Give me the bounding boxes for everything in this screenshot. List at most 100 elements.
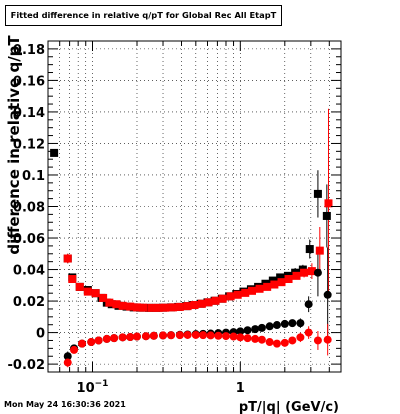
axis-ticks xyxy=(47,40,341,373)
circle-marker xyxy=(183,330,192,339)
circle-marker xyxy=(313,268,322,277)
circle-marker xyxy=(102,334,111,343)
square-marker xyxy=(50,148,59,157)
square-marker xyxy=(233,290,242,299)
circle-marker xyxy=(323,335,332,344)
square-marker xyxy=(139,303,148,312)
circle-marker xyxy=(63,358,72,367)
square-marker xyxy=(183,302,192,311)
square-marker xyxy=(284,275,293,284)
square-marker xyxy=(175,302,184,311)
error-bars xyxy=(53,108,329,368)
x-tick-label: 10−1 xyxy=(77,379,109,396)
circle-marker xyxy=(265,338,274,347)
circle-marker xyxy=(243,334,252,343)
circle-marker xyxy=(167,331,176,340)
x-axis-label: pT/|q| (GeV/c) xyxy=(239,400,339,414)
square-marker xyxy=(211,296,220,305)
square-marker xyxy=(83,287,92,296)
square-marker xyxy=(307,267,316,276)
square-marker xyxy=(190,301,199,310)
y-tick-label: 0.06 xyxy=(13,232,45,247)
circle-marker xyxy=(236,327,245,336)
square-marker xyxy=(248,286,257,295)
circle-marker xyxy=(323,290,332,299)
circle-marker xyxy=(272,339,281,348)
y-tick-label: 0.02 xyxy=(13,295,45,310)
circle-marker xyxy=(110,334,119,343)
square-marker xyxy=(315,246,324,255)
square-marker xyxy=(147,303,156,312)
y-tick-label: 0 xyxy=(36,327,45,342)
circle-marker xyxy=(265,322,274,331)
square-marker xyxy=(263,282,272,291)
circle-marker xyxy=(78,339,87,348)
timestamp: Mon May 24 16:30:36 2021 xyxy=(4,400,126,409)
circle-marker xyxy=(214,331,223,340)
square-marker xyxy=(68,275,77,284)
circle-marker xyxy=(141,332,150,341)
square-marker xyxy=(226,292,235,301)
circle-marker xyxy=(229,332,238,341)
square-marker xyxy=(132,303,141,312)
circle-marker xyxy=(257,335,266,344)
square-marker xyxy=(324,199,333,208)
square-marker xyxy=(161,303,170,312)
square-marker xyxy=(313,189,322,198)
circle-marker xyxy=(87,338,96,347)
y-tick-label: -0.02 xyxy=(8,358,45,373)
circle-marker xyxy=(206,331,215,340)
square-marker xyxy=(241,288,250,297)
circle-marker xyxy=(149,331,158,340)
y-tick-label: 0.08 xyxy=(13,201,45,216)
circle-marker xyxy=(243,326,252,335)
circle-marker xyxy=(175,331,184,340)
circle-marker xyxy=(70,345,79,354)
square-marker xyxy=(276,273,285,282)
y-tick-label: 0.12 xyxy=(13,137,45,152)
circle-marker xyxy=(94,336,103,345)
square-marker xyxy=(270,280,279,289)
y-axis-label: difference in relative q/pT xyxy=(5,35,23,255)
square-marker xyxy=(75,282,84,291)
circle-marker xyxy=(251,325,260,334)
square-marker xyxy=(105,298,114,307)
y-tick-label: 0.16 xyxy=(13,74,45,89)
circle-marker xyxy=(236,333,245,342)
circle-marker xyxy=(288,319,297,328)
circle-marker xyxy=(257,323,266,332)
y-tick-label: 0.04 xyxy=(13,264,45,279)
circle-marker xyxy=(280,338,289,347)
circle-marker xyxy=(221,332,230,341)
circle-marker xyxy=(159,331,168,340)
square-marker xyxy=(126,302,135,311)
y-tick-label: 0.1 xyxy=(22,169,45,184)
circle-marker xyxy=(296,333,305,342)
square-marker xyxy=(300,268,309,277)
circle-marker xyxy=(296,319,305,328)
grid xyxy=(47,41,341,372)
circle-marker xyxy=(272,321,281,330)
circle-marker xyxy=(313,336,322,345)
data-markers xyxy=(50,148,333,367)
square-marker xyxy=(91,289,100,298)
chart-title: Fitted difference in relative q/pT for G… xyxy=(5,5,282,26)
square-marker xyxy=(154,303,163,312)
x-tick-label: 1 xyxy=(236,381,245,396)
square-marker xyxy=(63,254,72,263)
square-marker xyxy=(99,293,108,302)
y-tick-label: 0.18 xyxy=(13,43,45,58)
square-marker xyxy=(197,299,206,308)
circle-marker xyxy=(126,333,135,342)
square-marker xyxy=(168,303,177,312)
circle-marker xyxy=(280,319,289,328)
square-marker xyxy=(204,298,213,307)
circle-marker xyxy=(63,352,72,361)
circle-marker xyxy=(199,331,208,340)
square-marker xyxy=(118,301,127,310)
square-marker xyxy=(277,278,286,287)
tick-labels: -0.02 0 0.02 0.04 0.06 0.08 0.1 0.12 0.14 0.16 0.1… xyxy=(8,43,245,396)
square-marker xyxy=(255,284,264,293)
circle-marker xyxy=(191,330,200,339)
